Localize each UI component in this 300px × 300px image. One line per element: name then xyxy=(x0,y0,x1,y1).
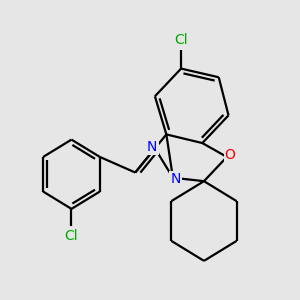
Text: N: N xyxy=(147,140,158,154)
Text: O: O xyxy=(225,148,236,162)
Text: N: N xyxy=(170,172,181,186)
Text: Cl: Cl xyxy=(174,33,188,47)
Text: Cl: Cl xyxy=(65,229,78,243)
